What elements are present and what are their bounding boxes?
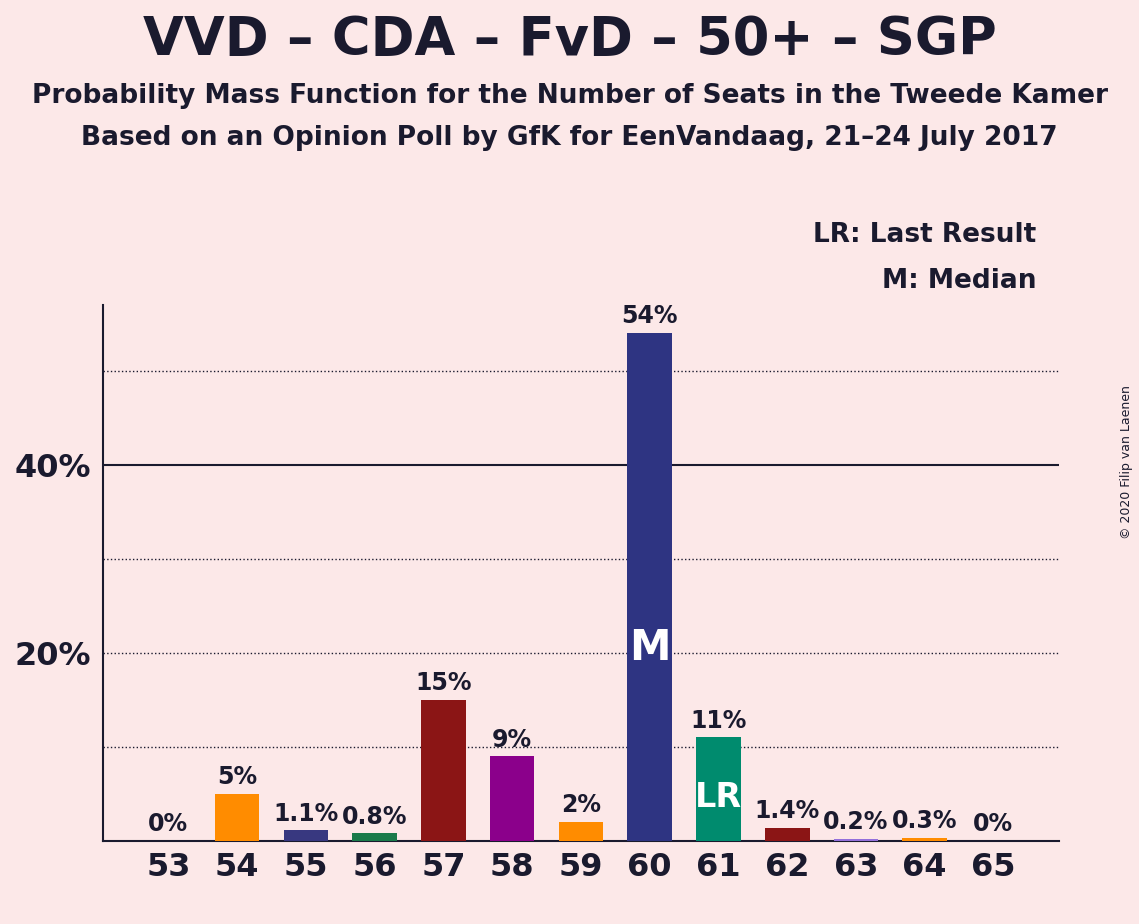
Text: Based on an Opinion Poll by GfK for EenVandaag, 21–24 July 2017: Based on an Opinion Poll by GfK for EenV…: [81, 125, 1058, 151]
Text: 11%: 11%: [690, 709, 746, 733]
Bar: [696, 737, 740, 841]
Bar: [902, 838, 947, 841]
Text: 0.2%: 0.2%: [823, 810, 888, 834]
Bar: [764, 828, 810, 841]
Bar: [834, 839, 878, 841]
Text: 9%: 9%: [492, 727, 532, 751]
Text: 0%: 0%: [148, 812, 188, 836]
Text: 5%: 5%: [218, 765, 257, 789]
Text: 15%: 15%: [415, 671, 472, 695]
Text: 2%: 2%: [560, 794, 601, 818]
Bar: [628, 334, 672, 841]
Text: M: M: [629, 626, 671, 669]
Text: © 2020 Filip van Laenen: © 2020 Filip van Laenen: [1121, 385, 1133, 539]
Text: 0.3%: 0.3%: [892, 809, 958, 833]
Text: Probability Mass Function for the Number of Seats in the Tweede Kamer: Probability Mass Function for the Number…: [32, 83, 1107, 109]
Text: 54%: 54%: [622, 304, 678, 328]
Bar: [421, 699, 466, 841]
Bar: [215, 794, 260, 841]
Text: LR: Last Result: LR: Last Result: [813, 222, 1036, 248]
Text: VVD – CDA – FvD – 50+ – SGP: VVD – CDA – FvD – 50+ – SGP: [142, 14, 997, 66]
Text: 1.4%: 1.4%: [754, 799, 820, 823]
Text: 1.1%: 1.1%: [273, 802, 338, 826]
Text: 0.8%: 0.8%: [342, 805, 408, 829]
Bar: [490, 756, 534, 841]
Bar: [352, 833, 398, 841]
Text: M: Median: M: Median: [882, 268, 1036, 294]
Text: LR: LR: [695, 781, 741, 814]
Bar: [284, 831, 328, 841]
Text: 0%: 0%: [974, 812, 1014, 836]
Bar: [558, 822, 604, 841]
